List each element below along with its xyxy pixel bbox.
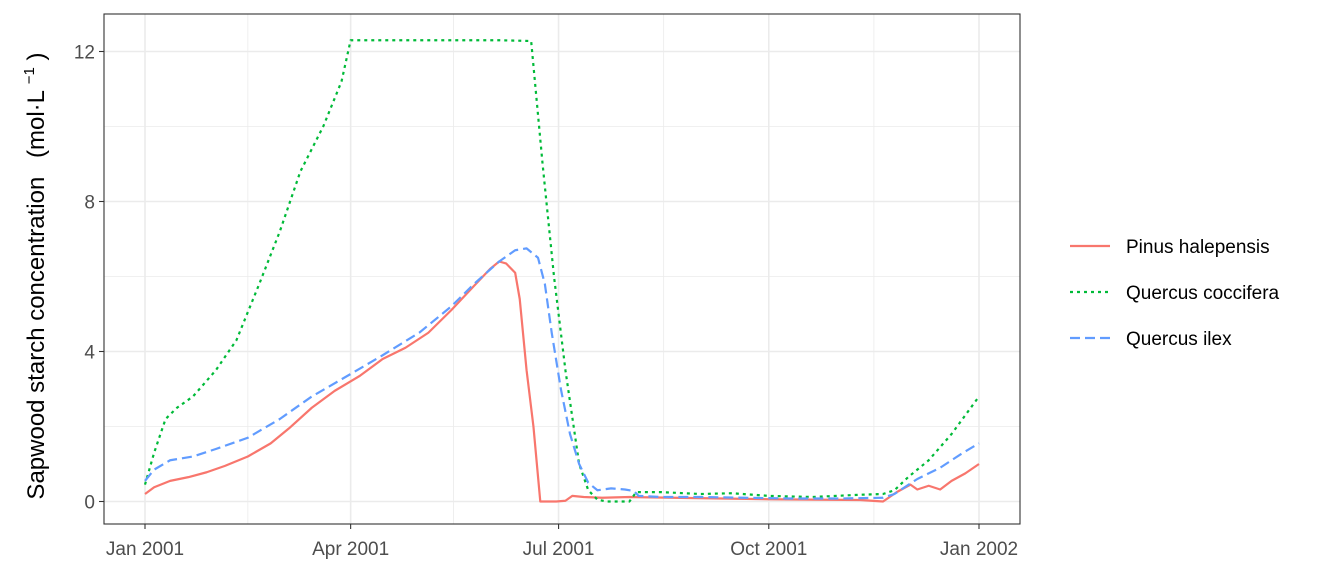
legend-label-quercus-ilex: Quercus ilex — [1126, 329, 1232, 350]
series-lines — [143, 39, 980, 503]
series-line-pinus-halepensis — [144, 260, 980, 503]
y-tick-label: 8 — [84, 193, 95, 214]
axes: 0 4 8 12 Jan 2001 Apr 2001 Jul 2001 Oct 2001 Jan… — [74, 43, 1018, 561]
panel-border — [103, 13, 1021, 525]
y-axis-title-text: Sapwood starch concentration — [23, 177, 50, 500]
x-tick-label: Jan 2001 — [106, 539, 184, 560]
x-tick-label: Jul 2001 — [523, 539, 595, 560]
grid — [104, 14, 1020, 524]
series-line-quercus-ilex — [144, 247, 980, 500]
y-tick-label: 4 — [84, 343, 95, 364]
y-axis-title: Sapwood starch concentration (mol·L −1 ) — [13, 52, 50, 499]
series-line-quercus-coccifera — [143, 39, 980, 503]
legend-label-quercus-coccifera: Quercus coccifera — [1126, 283, 1280, 304]
legend: Pinus halepensis Quercus coccifera Quercus… — [1070, 237, 1280, 350]
x-tick-label: Apr 2001 — [312, 539, 389, 560]
y-axis-title-unit: (mol·L — [23, 90, 50, 158]
legend-label-pinus-halepensis: Pinus halepensis — [1126, 237, 1270, 258]
y-tick-label: 12 — [74, 43, 95, 64]
x-tick-label: Jan 2002 — [940, 539, 1018, 560]
y-axis-title-unit-exponent: −1 — [21, 67, 38, 84]
y-tick-label: 0 — [84, 493, 95, 514]
x-tick-label: Oct 2001 — [730, 539, 807, 560]
y-axis-title-unit-close: ) — [23, 52, 50, 60]
